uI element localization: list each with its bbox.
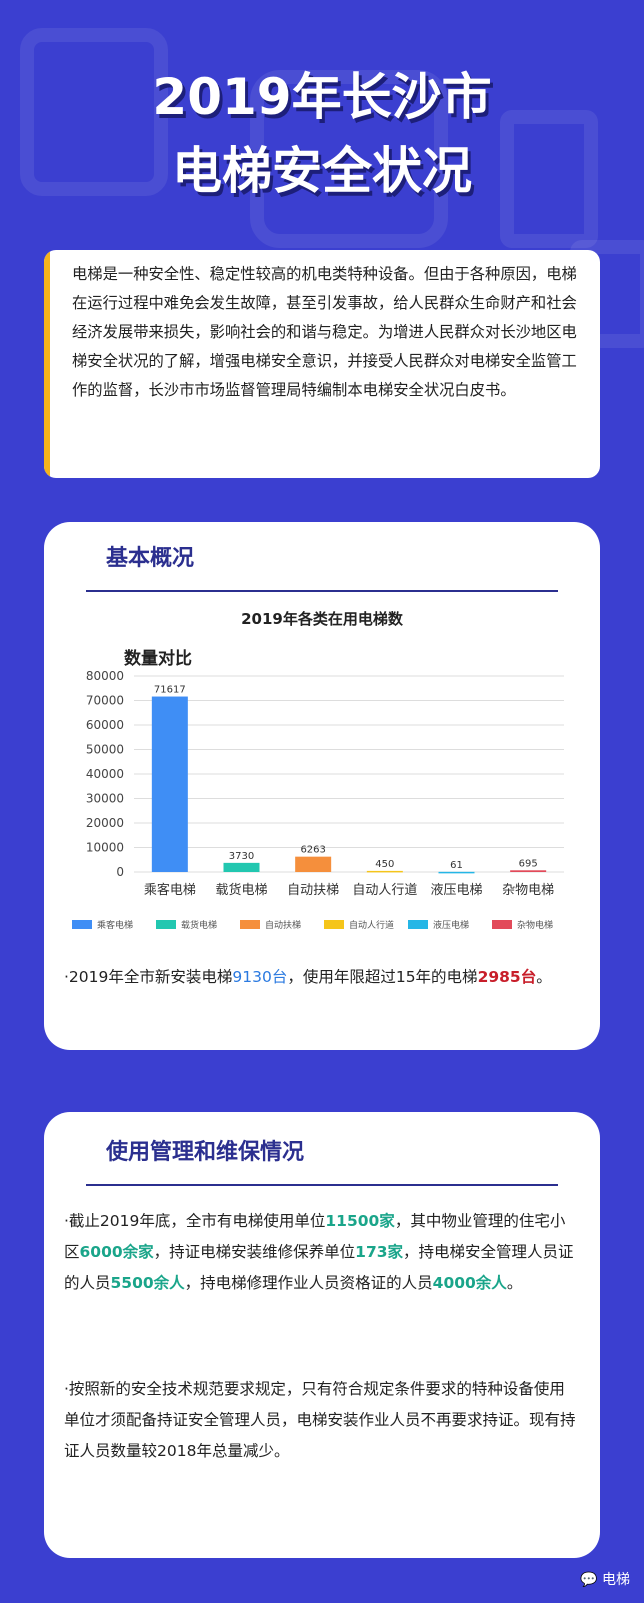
legend-item: 自动扶梯 [240,918,301,931]
repair-staff-count: 4000余人 [432,1274,507,1292]
policy-paragraph: ·按照新的安全技术规范要求规定，只有符合规定条件要求的特种设备使用单位才须配备持… [64,1380,576,1460]
data-label: 3730 [229,851,254,862]
x-tick-label: 杂物电梯 [502,883,554,898]
old-elevator-count: 2985台 [477,968,537,986]
legend-item: 乘客电梯 [72,918,133,931]
bar [510,870,547,872]
brand-name: 电梯 [602,1572,630,1588]
stat-text: ·2019年全市新安装电梯 [64,968,233,986]
legend-swatch [324,920,344,929]
intro-accent-bar [44,250,50,478]
y-tick-label: 40000 [86,767,124,781]
stat-text: 。 [536,968,552,986]
legend-label: 载货电梯 [181,921,218,931]
y-tick-label: 70000 [86,694,124,708]
legend-swatch [72,920,92,929]
title-line-2: 电梯安全状况 [172,142,472,200]
bar [438,871,475,874]
chart-subtitle: 数量对比 [124,649,192,669]
maintenance-unit-count: 173家 [355,1243,404,1261]
section-title: 基本概况 [106,546,195,571]
bar [366,870,403,873]
y-tick-label: 50000 [86,743,124,757]
legend-swatch [492,920,512,929]
legend-item: 杂物电梯 [492,918,553,931]
data-label: 695 [519,858,538,869]
background-decoration [250,70,448,248]
new-installation-stat: ·2019年全市新安装电梯9130台，使用年限超过15年的电梯2985台。 [64,962,580,993]
bar [295,856,332,872]
section-divider [86,1184,558,1186]
paragraph-text: 。 [506,1274,523,1292]
x-tick-label: 乘客电梯 [144,882,196,898]
y-tick-label: 10000 [86,841,124,855]
paragraph-text: ·截止2019年底，全市有电梯使用单位 [64,1212,326,1230]
new-installed-count: 9130台 [232,968,288,986]
y-tick-label: 60000 [86,718,124,732]
legend-swatch [240,920,260,929]
paragraph-text: ，持证电梯安装维修保养单位 [153,1243,356,1261]
data-label: 71617 [154,685,186,696]
usage-paragraph: ·截止2019年底，全市有电梯使用单位11500家，其中物业管理的住宅小区600… [64,1206,580,1299]
bar [151,696,188,872]
legend-item: 载货电梯 [156,918,217,931]
legend-label: 杂物电梯 [517,921,554,931]
section-divider [86,590,558,592]
section-title: 使用管理和维保情况 [106,1140,305,1165]
manager-count: 5500余人 [110,1274,185,1292]
legend-label: 自动人行道 [349,921,395,931]
paragraph-text: ，其中物业管理的住宅小区 [64,1212,566,1261]
footer-brand: 💬 电梯 [580,1569,630,1589]
unit-count: 11500家 [325,1212,395,1230]
title-line-1: 2019年长沙市 [152,68,492,126]
bar [223,862,260,872]
data-label: 61 [450,860,463,871]
intro-text: 电梯是一种安全性、稳定性较高的机电类特种设备。但由于各种原因，电梯在运行过程中难… [72,265,577,399]
intro-box: 电梯是一种安全性、稳定性较高的机电类特种设备。但由于各种原因，电梯在运行过程中难… [44,250,600,478]
data-label: 450 [375,859,394,870]
y-tick-label: 80000 [86,670,124,683]
data-label: 6263 [300,845,325,856]
x-tick-label: 自动人行道 [352,883,417,898]
x-tick-label: 载货电梯 [215,882,267,898]
x-tick-label: 液压电梯 [430,883,482,898]
page-title: 2019年长沙市 电梯安全状况 [0,60,644,208]
basic-overview-card: 基本概况 2019年各类在用电梯数 数量对比 0 10000 20000 30000 4… [44,522,600,1050]
legend-label: 液压电梯 [433,921,470,931]
legend-label: 乘客电梯 [97,921,134,931]
paragraph-text: ，持电梯修理作业人员资格证的人员 [184,1274,433,1292]
legend: 乘客电梯 载货电梯 自动扶梯 自动人行道 液压电梯 杂物电梯 [72,918,580,936]
legend-item: 液压电梯 [408,918,469,931]
y-tick-label: 20000 [86,816,124,830]
legend-label: 自动扶梯 [265,921,302,931]
legend-swatch [156,920,176,929]
residential-count: 6000余家 [79,1243,154,1261]
paragraph-text: ，持电梯安全管理人员证的人员 [64,1243,574,1292]
bar-chart: 0 10000 20000 30000 40000 50000 60000 70000 8000… [86,670,564,898]
wechat-icon: 💬 [580,1572,598,1588]
y-tick-label: 0 [116,865,124,879]
background-decoration [20,28,168,196]
chart-title: 2019年各类在用电梯数 [241,610,403,628]
x-tick-label: 自动扶梯 [287,883,339,898]
legend-item: 自动人行道 [324,918,394,931]
stat-text: ，使用年限超过15年的电梯 [287,968,478,986]
legend-swatch [408,920,428,929]
y-tick-label: 30000 [86,792,124,806]
management-card: 使用管理和维保情况 ·截止2019年底，全市有电梯使用单位11500家，其中物业… [44,1112,600,1558]
